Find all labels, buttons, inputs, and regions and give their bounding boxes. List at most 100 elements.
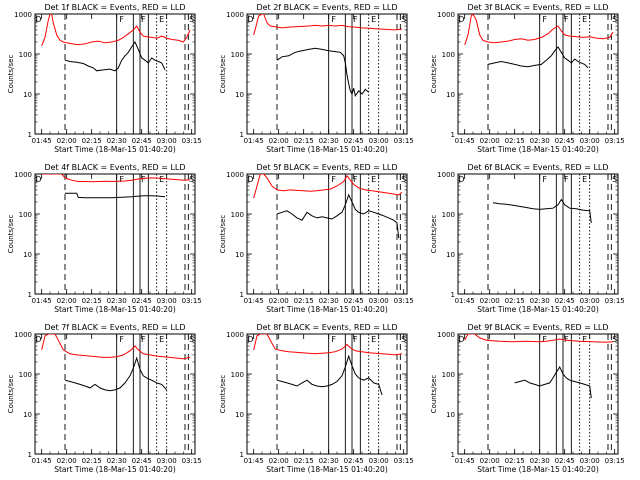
y-tick-label: 100 (442, 371, 455, 379)
marker-label: F (141, 335, 146, 344)
y-axis-label: Counts/sec (7, 215, 15, 254)
x-axis-label: Start Time (18-Mar-15 01:40:20) (54, 145, 176, 154)
marker-label: F (141, 15, 146, 24)
x-tick-label: 01:45 (455, 457, 475, 465)
chart-title: Det 6f BLACK = Events, RED = LLD (467, 163, 608, 172)
y-tick-label: 100 (19, 371, 32, 379)
marker-label: D (458, 335, 464, 344)
x-tick-label: 02:30 (107, 137, 127, 145)
lld-series-line (253, 174, 403, 199)
x-tick-label: 02:00 (57, 297, 77, 305)
y-tick-label: 10 (235, 251, 244, 259)
chart-title: Det 3f BLACK = Events, RED = LLD (467, 3, 608, 12)
events-series-line (276, 354, 383, 396)
plot-frame (246, 333, 408, 455)
plot-frame (246, 173, 408, 295)
x-tick-label: 03:00 (157, 457, 177, 465)
x-tick-label: 02:30 (530, 297, 550, 305)
chart-title: Det 4f BLACK = Events, RED = LLD (44, 163, 185, 172)
y-tick-label: 10 (446, 91, 455, 99)
marker-label: S (401, 335, 406, 344)
x-axis-label: Start Time (18-Mar-15 01:40:20) (477, 465, 599, 474)
marker-label: E (371, 15, 376, 24)
x-tick-label: 03:00 (369, 457, 389, 465)
marker-label: D (458, 15, 464, 24)
chart-title: Det 7f BLACK = Events, RED = LLD (44, 323, 185, 332)
plot-frame (34, 333, 196, 455)
x-tick-label: 03:00 (580, 297, 600, 305)
events-series-line (514, 365, 592, 399)
y-tick-label: 100 (19, 211, 32, 219)
x-tick-label: 02:00 (480, 297, 500, 305)
x-tick-label: 02:30 (530, 457, 550, 465)
lld-series-line (464, 334, 614, 343)
plot-frame (246, 13, 408, 135)
marker-label: S (612, 175, 617, 184)
x-tick-label: 02:30 (530, 137, 550, 145)
x-tick-label: 02:30 (107, 457, 127, 465)
marker-label: F (542, 175, 547, 184)
x-tick-label: 02:30 (319, 137, 339, 145)
x-tick-label: 03:00 (369, 297, 389, 305)
marker-label: F (331, 175, 336, 184)
marker-label: E (582, 335, 587, 344)
chart-title: Det 5f BLACK = Events, RED = LLD (256, 163, 397, 172)
x-tick-label: 01:45 (244, 137, 264, 145)
x-tick-label: 01:45 (32, 297, 52, 305)
y-tick-label: 100 (442, 211, 455, 219)
chart-panel: Det 9f BLACK = Events, RED = LLD 1 10 100 10… (430, 323, 625, 474)
x-tick-label: 03:15 (394, 137, 414, 145)
y-tick-label: 10 (446, 251, 455, 259)
chart-panel: Det 6f BLACK = Events, RED = LLD 1 10 100 10… (430, 163, 625, 314)
y-tick-label: 100 (231, 371, 244, 379)
x-tick-label: 01:45 (455, 137, 475, 145)
x-tick-label: 02:45 (132, 457, 152, 465)
y-tick-label: 100 (231, 211, 244, 219)
chart-title: Det 8f BLACK = Events, RED = LLD (256, 323, 397, 332)
y-axis-label: Counts/sec (219, 55, 227, 94)
x-tick-label: 02:15 (294, 457, 314, 465)
events-series-line (64, 356, 168, 392)
x-tick-label: 02:00 (57, 137, 77, 145)
marker-label: F (564, 335, 569, 344)
x-tick-label: 03:15 (394, 297, 414, 305)
marker-label: E (371, 175, 376, 184)
x-tick-label: 02:45 (132, 137, 152, 145)
x-tick-label: 02:45 (132, 297, 152, 305)
x-tick-label: 02:30 (319, 457, 339, 465)
x-tick-label: 03:15 (605, 457, 625, 465)
x-axis-label: Start Time (18-Mar-15 01:40:20) (266, 465, 388, 474)
events-series-line (492, 198, 592, 223)
marker-label: S (612, 15, 617, 24)
lld-series-line (253, 334, 403, 356)
y-tick-label: 1 (451, 131, 455, 139)
marker-label: F (119, 335, 124, 344)
marker-label: F (353, 175, 358, 184)
marker-label: S (189, 175, 194, 184)
marker-label: D (35, 335, 41, 344)
chart-panel: Det 5f BLACK = Events, RED = LLD 1 10 100 10… (219, 163, 414, 314)
marker-label: D (35, 15, 41, 24)
y-tick-label: 10 (23, 251, 32, 259)
y-tick-label: 1000 (226, 171, 244, 179)
y-tick-label: 1000 (226, 11, 244, 19)
y-tick-label: 1 (451, 451, 455, 459)
y-tick-label: 1000 (14, 331, 32, 339)
chart-panel: Det 1f BLACK = Events, RED = LLD 1 10 100 10… (7, 3, 202, 154)
x-tick-label: 01:45 (32, 137, 52, 145)
y-axis-label: Counts/sec (7, 55, 15, 94)
y-tick-label: 10 (235, 411, 244, 419)
marker-label: F (331, 335, 336, 344)
y-tick-label: 1 (240, 291, 244, 299)
x-tick-label: 02:15 (82, 457, 102, 465)
y-tick-label: 1 (28, 291, 32, 299)
y-tick-label: 1 (28, 131, 32, 139)
x-tick-label: 01:45 (244, 297, 264, 305)
marker-label: E (159, 175, 164, 184)
events-series-line (276, 193, 400, 239)
marker-label: F (119, 175, 124, 184)
plot-frame (34, 173, 196, 295)
y-axis-label: Counts/sec (219, 215, 227, 254)
x-tick-label: 02:45 (344, 457, 364, 465)
